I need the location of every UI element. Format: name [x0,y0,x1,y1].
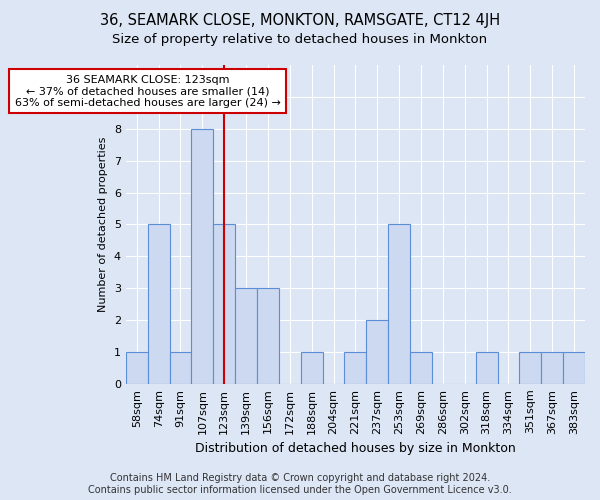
Bar [367,320,388,384]
Bar [520,352,541,384]
X-axis label: Distribution of detached houses by size in Monkton: Distribution of detached houses by size … [195,442,516,455]
Bar [344,352,367,384]
Bar [476,352,497,384]
Text: Contains HM Land Registry data © Crown copyright and database right 2024.
Contai: Contains HM Land Registry data © Crown c… [88,474,512,495]
Text: Size of property relative to detached houses in Monkton: Size of property relative to detached ho… [112,32,488,46]
Y-axis label: Number of detached properties: Number of detached properties [98,136,108,312]
Bar [191,129,213,384]
Bar [235,288,257,384]
Bar [301,352,323,384]
Text: 36, SEAMARK CLOSE, MONKTON, RAMSGATE, CT12 4JH: 36, SEAMARK CLOSE, MONKTON, RAMSGATE, CT… [100,12,500,28]
Text: 36 SEAMARK CLOSE: 123sqm
← 37% of detached houses are smaller (14)
63% of semi-d: 36 SEAMARK CLOSE: 123sqm ← 37% of detach… [15,74,281,108]
Bar [170,352,191,384]
Bar [410,352,432,384]
Bar [388,224,410,384]
Bar [126,352,148,384]
Bar [213,224,235,384]
Bar [148,224,170,384]
Bar [563,352,585,384]
Bar [541,352,563,384]
Bar [257,288,279,384]
